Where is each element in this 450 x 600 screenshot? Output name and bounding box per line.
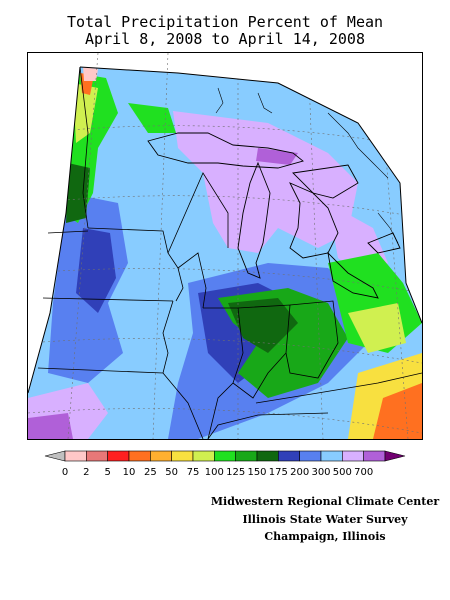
credit-organization: Midwestern Regional Climate Center [210, 495, 440, 508]
legend-swatch [299, 450, 322, 462]
credit-location: Champaign, Illinois [264, 530, 386, 543]
legend-label: 700 [354, 467, 373, 478]
legend-label: 25 [144, 467, 157, 478]
legend-label: 175 [269, 467, 288, 478]
map-date-range: April 8, 2008 to April 14, 2008 [85, 30, 365, 48]
legend-label: 2 [83, 467, 89, 478]
legend-label: 500 [333, 467, 352, 478]
legend-swatch [128, 450, 151, 462]
legend-swatch [64, 450, 87, 462]
map-title: Total Precipitation Percent of Mean [66, 13, 384, 31]
precip-region-orange-southeast [373, 383, 422, 439]
projection-corner-right [178, 53, 422, 323]
legend-label: 75 [187, 467, 200, 478]
legend-swatch [363, 450, 386, 462]
precip-region-darkgreen-central [228, 298, 298, 353]
legend-swatch [171, 450, 194, 462]
great-lakes-outline [147, 132, 401, 299]
legend-label: 5 [104, 467, 110, 478]
legend-arrow-low [44, 450, 66, 462]
legend-swatch [150, 450, 172, 462]
legend-label: 10 [123, 467, 136, 478]
legend-swatch [256, 450, 279, 462]
credit-survey: Illinois State Water Survey [242, 513, 408, 526]
legend-swatch [214, 450, 236, 462]
precip-region-yellow-east [348, 303, 406, 353]
legend-swatch [235, 450, 258, 462]
legend-arrow-high [384, 450, 406, 462]
state-boundaries [37, 66, 422, 439]
legend-label: 150 [247, 467, 266, 478]
color-legend: 0 2 5 10 25 50 75 100 125 150 175 200 300 500 700 [0, 446, 450, 480]
legend-swatch [320, 450, 343, 462]
precip-region-dark-blue-west [76, 228, 116, 313]
lat-lon-grid [28, 53, 422, 439]
projection-corner-left [28, 53, 80, 393]
legend-swatch [107, 450, 130, 462]
legend-swatch [192, 450, 215, 462]
color-legend-bar: 0 2 5 10 25 50 75 100 125 150 175 200 300 500 700 [44, 450, 406, 478]
legend-swatch [278, 450, 300, 462]
legend-label: 50 [165, 467, 178, 478]
data-boundary [79, 66, 422, 324]
legend-label: 0 [62, 467, 68, 478]
legend-label: 100 [205, 467, 224, 478]
precip-region-purple-southwest [28, 413, 73, 439]
precipitation-map-canvas [28, 53, 422, 439]
legend-label: 200 [290, 467, 309, 478]
legend-swatch [342, 450, 364, 462]
legend-swatch [86, 450, 108, 462]
precipitation-map [27, 52, 423, 440]
legend-label: 300 [311, 467, 330, 478]
legend-label: 125 [226, 467, 245, 478]
precip-region-pink-northwest [83, 67, 98, 81]
